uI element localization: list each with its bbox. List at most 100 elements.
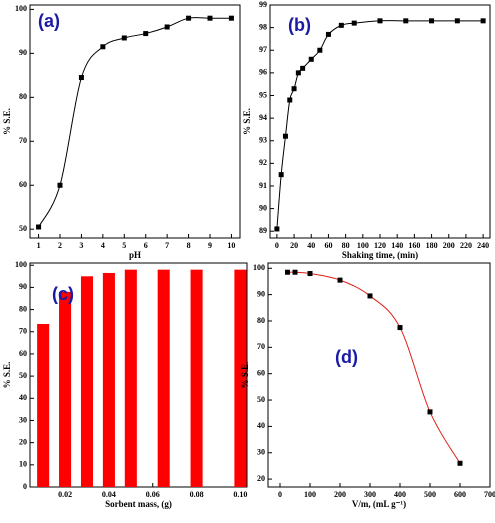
x-axis-label: V/m, (mL g⁻¹) <box>352 499 406 509</box>
y-tick-label: 89 <box>259 226 267 235</box>
marker <box>36 224 42 230</box>
marker <box>317 47 323 53</box>
y-tick-label: 70 <box>257 342 265 351</box>
marker <box>143 31 149 37</box>
y-axis-label: % S.E. <box>240 362 250 389</box>
y-tick-label: 20 <box>257 474 265 483</box>
x-axis-label: Shaking time, (min) <box>342 250 418 260</box>
x-tick-label: 400 <box>394 490 406 499</box>
plot-frame <box>269 4 491 239</box>
marker <box>377 18 383 24</box>
x-axis-label: pH <box>129 250 141 260</box>
x-tick-label: 100 <box>357 241 369 250</box>
x-tick-label: 140 <box>391 241 403 250</box>
y-tick-label: 91 <box>259 181 267 190</box>
marker <box>429 18 435 24</box>
y-tick-label: 97 <box>259 45 267 54</box>
marker <box>207 15 213 21</box>
marker <box>480 18 486 24</box>
x-tick-label: 240 <box>477 241 489 250</box>
x-tick-label: 7 <box>165 241 169 250</box>
y-tick-label: 40 <box>19 393 27 402</box>
marker <box>403 18 409 24</box>
x-tick-label: 0 <box>278 490 282 499</box>
x-tick-label: 9 <box>208 241 212 250</box>
x-tick-label: 8 <box>187 241 191 250</box>
x-tick-label: 200 <box>443 241 455 250</box>
marker <box>457 460 463 466</box>
marker <box>228 15 234 21</box>
y-tick-label: 50 <box>257 395 265 404</box>
y-tick-label: 98 <box>259 22 267 31</box>
y-tick-label: 80 <box>257 316 265 325</box>
y-tick-label: 100 <box>253 263 265 272</box>
marker <box>291 86 297 92</box>
x-tick-label: 0 <box>275 241 279 250</box>
x-axis-label: Sorbent mass, (g) <box>105 499 172 509</box>
x-tick-label: 500 <box>424 490 436 499</box>
y-tick-label: 30 <box>257 448 265 457</box>
y-axis-label: % S.E. <box>2 362 12 389</box>
panel-label: (c) <box>52 284 74 304</box>
y-tick-label: 96 <box>259 68 267 77</box>
fit-line <box>276 20 484 229</box>
marker <box>121 35 127 41</box>
y-tick-label: 90 <box>19 282 27 291</box>
bar <box>37 323 50 487</box>
x-tick-label: 160 <box>408 241 420 250</box>
marker <box>164 24 170 30</box>
marker <box>307 271 313 277</box>
y-tick-label: 30 <box>19 415 27 424</box>
x-tick-label: 180 <box>426 241 438 250</box>
marker <box>300 65 306 71</box>
bar <box>234 269 247 487</box>
fit-line <box>287 271 461 464</box>
bar <box>157 269 170 487</box>
marker <box>397 325 403 331</box>
marker <box>367 293 373 299</box>
x-tick-label: 100 <box>304 490 316 499</box>
marker <box>282 133 288 139</box>
x-tick-label: 6 <box>144 241 148 250</box>
fit-line <box>38 17 232 228</box>
x-tick-label: 40 <box>307 241 315 250</box>
marker <box>295 70 301 76</box>
marker <box>100 44 106 50</box>
y-tick-label: 94 <box>259 113 267 122</box>
y-tick-label: 0 <box>23 482 27 491</box>
x-tick-label: 1 <box>37 241 41 250</box>
y-tick-label: 80 <box>19 92 27 101</box>
x-tick-label: 120 <box>374 241 386 250</box>
bar <box>102 272 115 487</box>
x-tick-label: 4 <box>101 241 105 250</box>
x-tick-label: 0.08 <box>190 490 204 499</box>
x-tick-label: 0.06 <box>146 490 160 499</box>
y-tick-label: 99 <box>259 0 267 9</box>
marker <box>285 269 290 275</box>
y-tick-label: 90 <box>259 203 267 212</box>
y-tick-label: 90 <box>19 48 27 57</box>
marker <box>287 97 293 103</box>
y-tick-label: 20 <box>19 437 27 446</box>
y-tick-label: 70 <box>19 327 27 336</box>
x-tick-label: 10 <box>227 241 235 250</box>
y-tick-label: 90 <box>257 289 265 298</box>
x-tick-label: 5 <box>122 241 126 250</box>
marker <box>325 31 331 37</box>
y-tick-label: 80 <box>19 304 27 313</box>
x-tick-label: 200 <box>334 490 346 499</box>
plot-frame <box>29 262 248 488</box>
marker <box>292 269 298 275</box>
y-tick-label: 60 <box>19 180 27 189</box>
y-axis-label: % S.E. <box>242 108 252 135</box>
y-tick-label: 10 <box>19 460 27 469</box>
y-tick-label: 60 <box>19 349 27 358</box>
marker <box>427 409 433 415</box>
plot-frame <box>29 4 241 239</box>
panel-label: (d) <box>335 347 358 367</box>
marker <box>337 277 343 283</box>
marker <box>454 18 460 24</box>
x-tick-label: 0.04 <box>102 490 116 499</box>
y-tick-label: 70 <box>19 136 27 145</box>
